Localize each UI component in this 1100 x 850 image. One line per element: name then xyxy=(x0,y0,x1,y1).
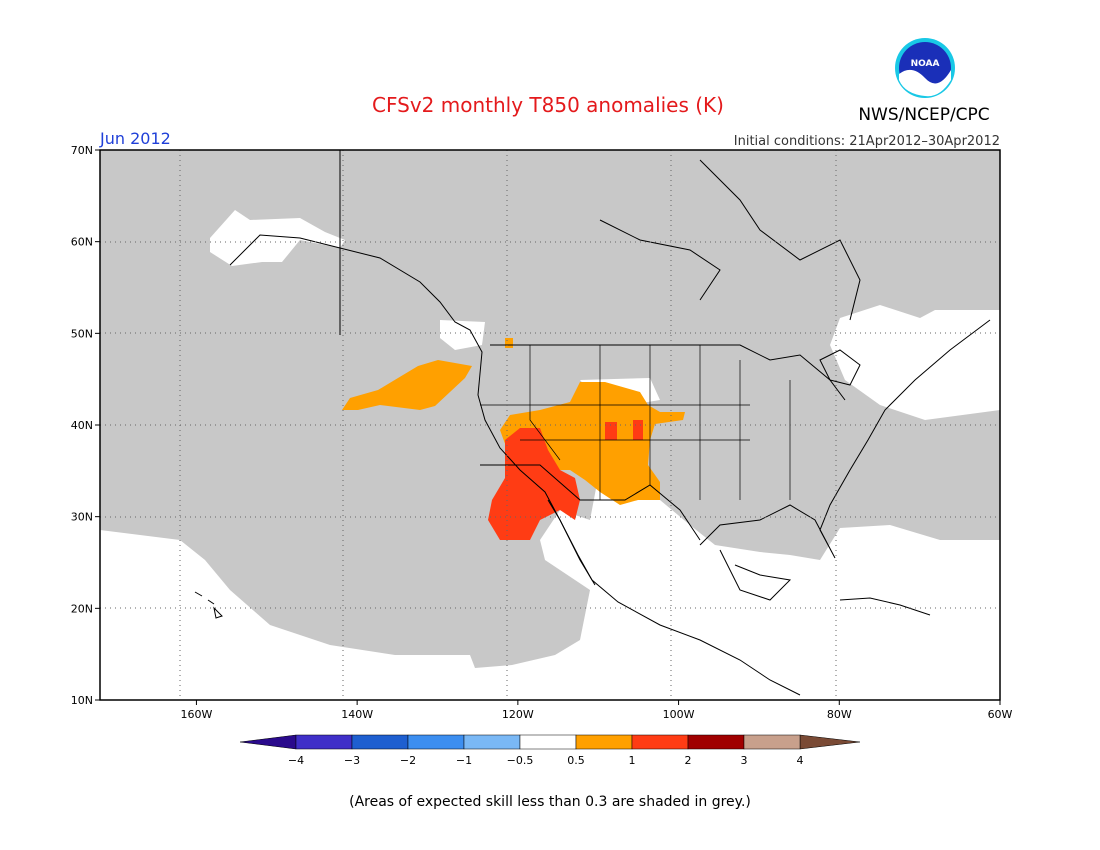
legend-bin-8 xyxy=(743,734,801,750)
noaa-logo-text: NOAA xyxy=(911,59,940,69)
coastlines xyxy=(229,150,991,696)
longitude-axis: 160W 140W 120W 100W 80W 60W xyxy=(180,700,1013,721)
legend-bin-7 xyxy=(687,734,745,750)
state-borders xyxy=(480,345,791,500)
anomaly-red-southwest xyxy=(488,428,580,540)
noaa-logo: NOAA xyxy=(895,38,955,98)
legend-label-last: 4 xyxy=(797,754,804,767)
legend-label-5: 0.5 xyxy=(567,754,585,767)
legend-label-1: −3 xyxy=(344,754,360,767)
lon-tick-label-4: 80W xyxy=(827,708,852,721)
lat-tick-label-3: 40N xyxy=(71,419,93,432)
legend-labels: −4 −3 −2 −1 −0.5 0.5 1 2 3 4 xyxy=(288,754,804,767)
legend-bin-0 xyxy=(295,734,353,750)
color-legend: −4 −3 −2 −1 −0.5 0.5 1 2 3 4 xyxy=(239,734,861,767)
lat-tick-label-2: 50N xyxy=(71,327,93,340)
legend-bin-4 xyxy=(519,734,577,750)
forecast-period: Jun 2012 xyxy=(99,129,171,148)
lon-tick-label-0: 160W xyxy=(180,708,212,721)
lat-tick-label-6: 10N xyxy=(71,694,93,707)
legend-arrow-above xyxy=(799,734,861,750)
map-gridlines xyxy=(100,150,1000,700)
lon-tick-label-5: 60W xyxy=(988,708,1013,721)
legend-label-7: 2 xyxy=(685,754,692,767)
legend-label-4: −0.5 xyxy=(507,754,534,767)
anomaly-red-colorado-1 xyxy=(605,422,617,440)
legend-bin-6 xyxy=(631,734,689,750)
anomaly-orange-washington xyxy=(505,338,513,348)
lat-tick-label-5: 20N xyxy=(71,602,93,615)
legend-arrow-below xyxy=(239,734,297,750)
legend-label-8: 3 xyxy=(741,754,748,767)
legend-label-2: −2 xyxy=(400,754,416,767)
lat-tick-label-0: 70N xyxy=(71,144,93,157)
anomaly-shading xyxy=(342,338,685,540)
map-panel xyxy=(99,149,1001,701)
agency-label: NWS/NCEP/CPC xyxy=(858,105,989,125)
skill-footnote: (Areas of expected skill less than 0.3 a… xyxy=(349,794,751,810)
legend-label-3: −1 xyxy=(456,754,472,767)
latitude-axis: 70N 60N 50N 40N 30N 20N 10N xyxy=(71,144,100,707)
legend-bin-3 xyxy=(463,734,521,750)
anomaly-orange-pacific xyxy=(342,360,472,410)
lon-tick-label-2: 120W xyxy=(502,708,534,721)
legend-label-6: 1 xyxy=(629,754,636,767)
lat-tick-label-4: 30N xyxy=(71,511,93,524)
legend-bin-2 xyxy=(407,734,465,750)
lon-tick-label-1: 140W xyxy=(341,708,373,721)
lon-tick-label-3: 100W xyxy=(663,708,695,721)
legend-label-0: −4 xyxy=(288,754,304,767)
anomaly-orange-southwest xyxy=(500,382,685,505)
legend-bins xyxy=(295,734,801,750)
figure-title: CFSv2 monthly T850 anomalies (K) xyxy=(372,93,724,117)
lat-tick-label-1: 60N xyxy=(71,236,93,249)
initial-conditions: Initial conditions: 21Apr2012–30Apr2012 xyxy=(734,134,1000,149)
legend-bin-5 xyxy=(575,734,633,750)
hawaii-islands xyxy=(194,591,223,619)
legend-bin-1 xyxy=(351,734,409,750)
anomaly-red-colorado-2 xyxy=(633,420,643,440)
